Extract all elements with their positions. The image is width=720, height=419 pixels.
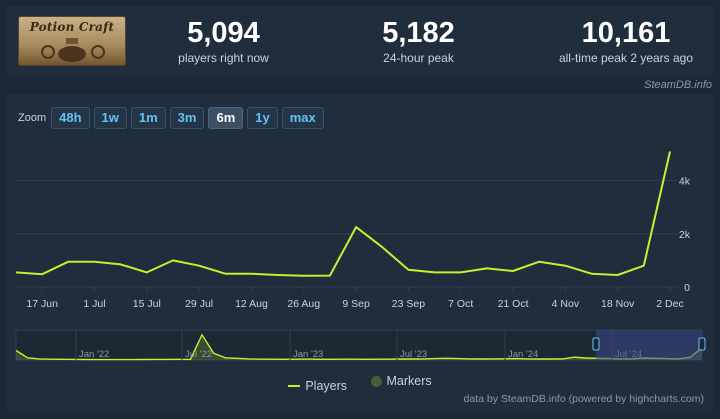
legend-players[interactable]: Players bbox=[288, 379, 347, 393]
x-tick-label: 21 Oct bbox=[498, 298, 529, 310]
navigator-label: Jul '23 bbox=[400, 349, 427, 360]
navigator-line bbox=[15, 333, 703, 361]
navigator-label: Jan '22 bbox=[79, 349, 109, 360]
x-tick-label: 15 Jul bbox=[133, 298, 161, 310]
markers-dot-swatch bbox=[370, 375, 382, 387]
x-tick-label: 26 Aug bbox=[287, 298, 320, 310]
legend-players-label: Players bbox=[305, 378, 348, 393]
stat-24h-peak: 5,182 24-hour peak bbox=[351, 18, 486, 66]
peak-24h-value: 5,182 bbox=[382, 17, 455, 49]
navigator-label: Jan '24 bbox=[508, 349, 538, 360]
player-chart[interactable]: 0 2k 4k 17 Jun 1 Jul 15 Jul 29 Jul 12 Aug 26 Aug… bbox=[6, 94, 714, 412]
chart-panel: Zoom 48h 1w 1m 3m 6m 1y max 0 2k 4k 17 Jun 1… bbox=[6, 94, 714, 412]
x-tick-label: 2 Dec bbox=[656, 298, 683, 310]
data-credit[interactable]: data by SteamDB.info (powered by highcha… bbox=[463, 393, 704, 405]
legend-markers[interactable]: Markers bbox=[370, 374, 432, 388]
y-tick-label: 2k bbox=[679, 229, 691, 241]
zoom-48h-button[interactable]: 48h bbox=[51, 107, 90, 129]
x-tick-label: 12 Aug bbox=[235, 298, 268, 310]
stat-players-now: 5,094 players right now bbox=[156, 18, 291, 66]
x-tick-label: 17 Jun bbox=[26, 298, 58, 310]
navigator-label: Jul '22 bbox=[185, 349, 212, 360]
x-tick-label: 4 Nov bbox=[552, 298, 580, 310]
game-logo[interactable]: Potion Craft bbox=[18, 16, 126, 66]
legend-markers-label: Markers bbox=[386, 374, 432, 388]
x-tick-label: 7 Oct bbox=[448, 298, 473, 310]
zoom-1m-button[interactable]: 1m bbox=[130, 107, 166, 129]
zoom-3m-button[interactable]: 3m bbox=[169, 107, 205, 129]
zoom-max-button[interactable]: max bbox=[281, 107, 324, 129]
zoom-1y-button[interactable]: 1y bbox=[247, 107, 278, 129]
navigator-selected-window[interactable] bbox=[596, 330, 702, 360]
cauldron-icon bbox=[41, 38, 105, 62]
chart-legend: Players Markers bbox=[6, 374, 714, 393]
navigator-right-handle[interactable] bbox=[698, 337, 706, 351]
x-tick-label: 1 Jul bbox=[83, 298, 105, 310]
zoom-controls: Zoom 48h 1w 1m 3m 6m 1y max bbox=[18, 107, 328, 129]
x-tick-label: 23 Sep bbox=[392, 298, 425, 310]
x-tick-label: 29 Jul bbox=[185, 298, 213, 310]
y-tick-label: 4k bbox=[679, 176, 691, 188]
navigator-label: Jan '23 bbox=[293, 349, 323, 360]
all-time-peak-value: 10,161 bbox=[581, 17, 671, 49]
x-tick-label: 9 Sep bbox=[342, 298, 370, 310]
players-now-label: players right now bbox=[178, 51, 269, 65]
players-now-value: 5,094 bbox=[187, 17, 260, 49]
steamdb-credit[interactable]: SteamDB.info bbox=[644, 79, 712, 91]
peak-24h-label: 24-hour peak bbox=[383, 51, 454, 65]
all-time-peak-label: all-time peak 2 years ago bbox=[558, 51, 694, 65]
zoom-1w-button[interactable]: 1w bbox=[93, 107, 127, 129]
zoom-label: Zoom bbox=[18, 112, 47, 124]
navigator-background bbox=[15, 329, 703, 361]
game-logo-text: Potion Craft bbox=[29, 20, 115, 34]
zoom-6m-button[interactable]: 6m bbox=[208, 107, 244, 129]
x-tick-label: 18 Nov bbox=[601, 298, 635, 310]
players-line-swatch bbox=[288, 384, 301, 387]
stats-bar: Potion Craft 5,094 players right now 5,1… bbox=[6, 6, 714, 76]
y-tick-label: 0 bbox=[684, 282, 690, 294]
players-series-line bbox=[15, 151, 671, 277]
stat-all-time-peak: 10,161 all-time peak 2 years ago bbox=[536, 18, 716, 66]
navigator-left-handle[interactable] bbox=[592, 337, 600, 351]
